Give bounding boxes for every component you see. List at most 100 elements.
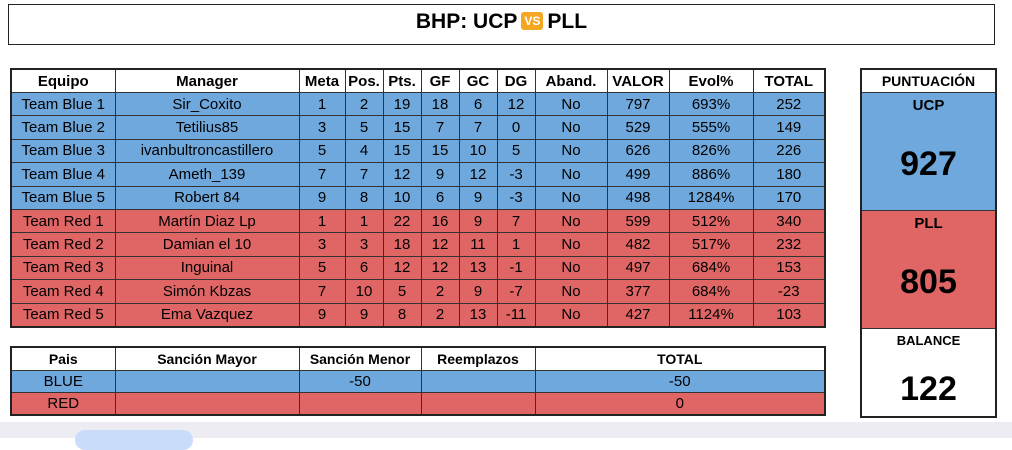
row: Team Blue 3 ivanbultroncastillero 5 4 15 15 10… (10, 138, 826, 164)
cell: 9 (344, 302, 384, 328)
cell: 5 (298, 255, 346, 281)
row: Team Red 2 Damian el 10 3 3 18 12 11 1 No 482 517%… (10, 232, 826, 257)
cell: Ameth_139 (114, 162, 300, 187)
vs-badge: VS (521, 12, 544, 30)
cell: 12 (458, 162, 498, 187)
cell: 6 (420, 185, 460, 210)
cell: 9 (458, 185, 498, 210)
cell: 10 (458, 138, 498, 164)
column-header: Equipo (10, 68, 116, 93)
cell: 5 (496, 138, 536, 164)
row: Team Blue 2 Tetilius85 3 5 15 7 7 0 No 529 555% 149 (10, 115, 826, 140)
cell: 8 (382, 302, 422, 328)
cell: ivanbultroncastillero (114, 138, 300, 164)
cell: 9 (298, 185, 346, 210)
standings-table: Equipo Manager Meta Pos. Pts. GF GC DG Aband. VAL… (10, 68, 826, 328)
cell: 377 (606, 279, 670, 304)
column-header: Evol% (668, 68, 754, 93)
cell: -23 (752, 279, 826, 304)
cell: 826% (668, 138, 754, 164)
cell: 512% (668, 208, 754, 234)
cell: -3 (496, 185, 536, 210)
cell: 7 (298, 162, 346, 187)
cell: -50 (534, 370, 826, 393)
row: Team Blue 5 Robert 84 9 8 10 6 9 -3 No 498 1284% 17… (10, 185, 826, 210)
cell: 499 (606, 162, 670, 187)
cell: 19 (382, 91, 422, 117)
cell: 684% (668, 279, 754, 304)
cell: 529 (606, 115, 670, 140)
cell: 3 (298, 232, 346, 257)
column-header: GC (458, 68, 498, 93)
column-header: TOTAL (752, 68, 826, 93)
cell: 180 (752, 162, 826, 187)
cell (420, 392, 536, 416)
cell: 18 (382, 232, 422, 257)
cell (420, 370, 536, 393)
cell: 599 (606, 208, 670, 234)
column-header: GF (420, 68, 460, 93)
cell: 12 (496, 91, 536, 117)
column-header: Reemplazos (420, 346, 536, 371)
row: Team Red 5 Ema Vazquez 9 9 8 2 13 -11 No 427 1124%… (10, 302, 826, 328)
summary-table: Pais Sanción Mayor Sanción Menor Reemplazos… (10, 346, 826, 416)
cell: 5 (298, 138, 346, 164)
cell: Ema Vazquez (114, 302, 300, 328)
cell (298, 392, 422, 416)
title-left: BHP: UCP (415, 10, 518, 33)
cell: 7 (298, 279, 346, 304)
title-right: PLL (547, 10, 588, 33)
cell: 170 (752, 185, 826, 210)
cell: Inguinal (114, 255, 300, 281)
cell: 1 (496, 232, 536, 257)
cell: 6 (458, 91, 498, 117)
cell: 8 (344, 185, 384, 210)
cell: No (534, 162, 608, 187)
column-header: Meta (298, 68, 346, 93)
column-header: Sanción Menor (298, 346, 422, 371)
cell: 18 (420, 91, 460, 117)
cell: No (534, 208, 608, 234)
row: RED 0 (10, 392, 826, 416)
cell: 626 (606, 138, 670, 164)
cell: 149 (752, 115, 826, 140)
cell: 13 (458, 255, 498, 281)
team-points: 927 (900, 145, 957, 183)
cell: 12 (382, 162, 422, 187)
cell: 16 (420, 208, 460, 234)
team-points: 805 (900, 263, 957, 301)
cell: 232 (752, 232, 826, 257)
cell: Team Red 4 (10, 279, 116, 304)
cell: 15 (382, 138, 422, 164)
cell: 7 (344, 162, 384, 187)
column-header: Pts. (382, 68, 422, 93)
cell (114, 392, 300, 416)
cell: No (534, 232, 608, 257)
team-score: PLL 805 (862, 211, 995, 329)
cell: 7 (458, 115, 498, 140)
team-name: UCP (912, 97, 945, 114)
cell: 482 (606, 232, 670, 257)
cell: 5 (344, 115, 384, 140)
cell: Team Red 2 (10, 232, 116, 257)
cell: 2 (420, 302, 460, 328)
cell: 9 (420, 162, 460, 187)
balance-label: BALANCE (896, 333, 961, 348)
column-header: TOTAL (534, 346, 826, 371)
title-box: BHP: UCP VS PLL (8, 4, 995, 45)
cell: 7 (496, 208, 536, 234)
cell: 3 (344, 232, 384, 257)
cell: Damian el 10 (114, 232, 300, 257)
cell: -7 (496, 279, 536, 304)
cell: Team Blue 4 (10, 162, 116, 187)
cell: 7 (420, 115, 460, 140)
row: Team Red 4 Simón Kbzas 7 10 5 2 9 -7 No 377 684% -2… (10, 279, 826, 304)
bottom-pill (75, 430, 193, 450)
score-panel: PUNTUACIÓN UCP 927 PLL 805 BALANCE 122 (860, 68, 997, 418)
cell: Sir_Coxito (114, 91, 300, 117)
cell: No (534, 255, 608, 281)
cell: -1 (496, 255, 536, 281)
team-score: UCP 927 (862, 93, 995, 211)
cell: Team Blue 5 (10, 185, 116, 210)
cell: 10 (382, 185, 422, 210)
